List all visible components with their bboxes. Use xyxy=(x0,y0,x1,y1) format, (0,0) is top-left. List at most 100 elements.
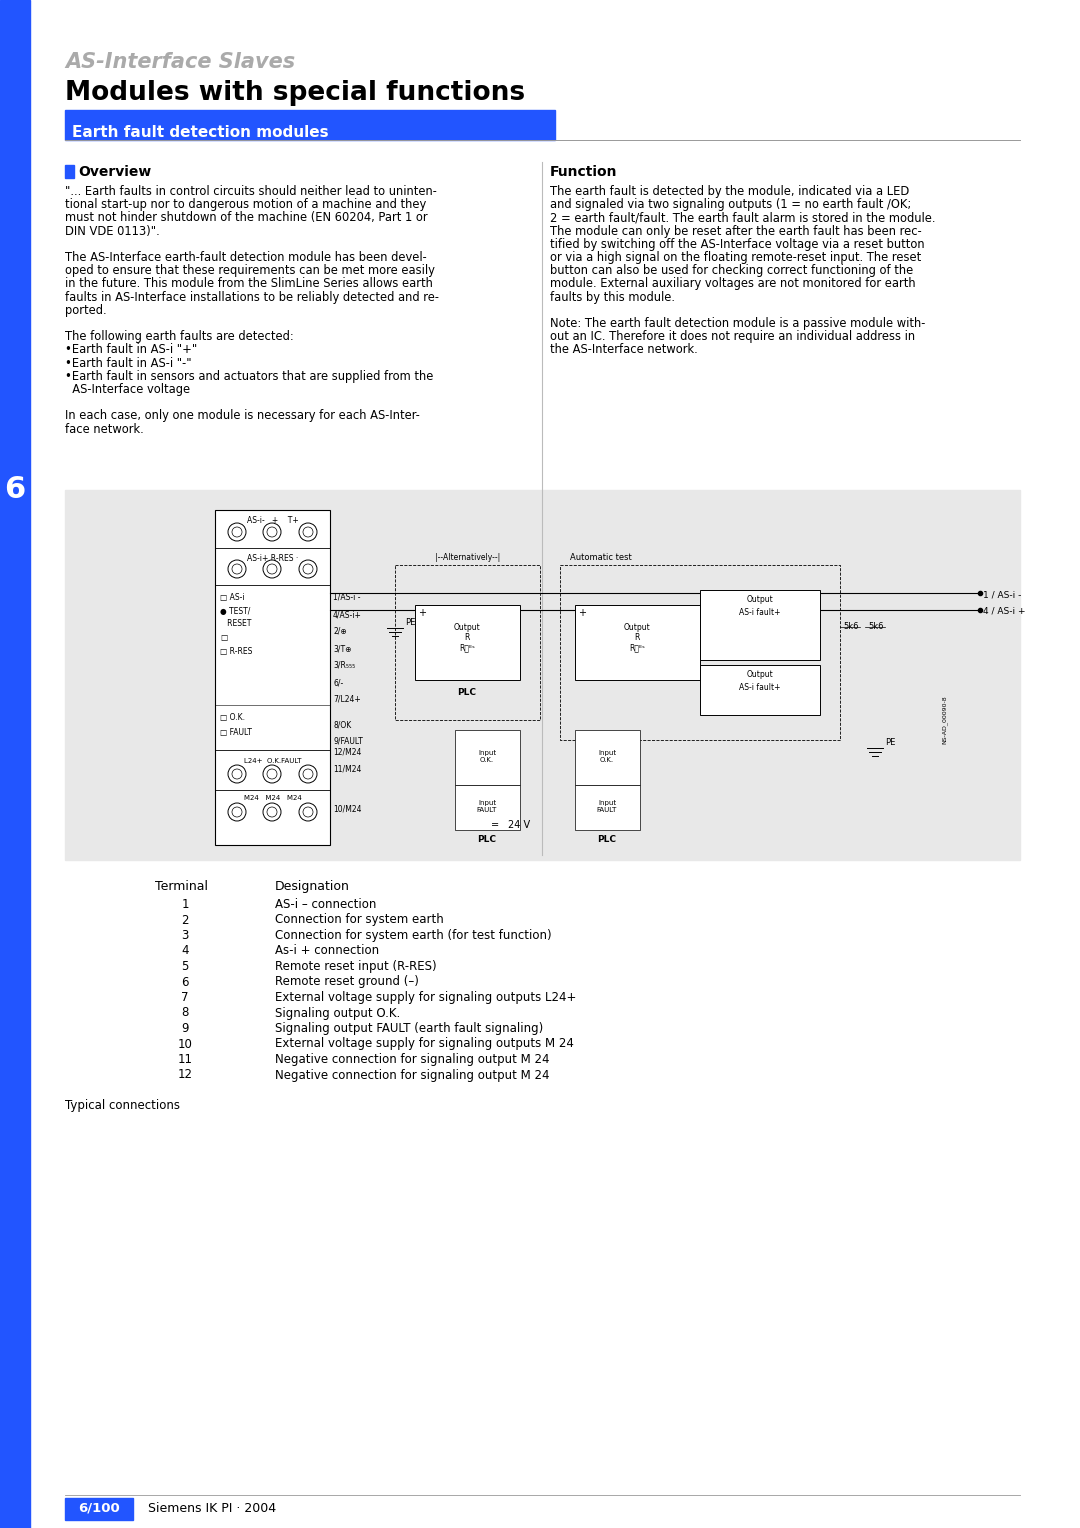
Text: oped to ensure that these requirements can be met more easily: oped to ensure that these requirements c… xyxy=(65,264,435,277)
Text: Siemens IK PI · 2004: Siemens IK PI · 2004 xyxy=(148,1502,276,1514)
Text: PE: PE xyxy=(405,617,416,626)
Text: +: + xyxy=(418,608,426,617)
Text: Modules with special functions: Modules with special functions xyxy=(65,79,525,105)
Circle shape xyxy=(299,559,318,578)
Circle shape xyxy=(264,523,281,541)
Bar xyxy=(65,165,75,177)
Text: Typical connections: Typical connections xyxy=(65,1099,180,1112)
Bar xyxy=(700,590,820,660)
Text: 8/OK: 8/OK xyxy=(333,720,351,729)
Text: ported.: ported. xyxy=(65,304,107,316)
Text: 4 / AS-i +: 4 / AS-i + xyxy=(983,607,1026,616)
Text: Signaling output O.K.: Signaling output O.K. xyxy=(275,1007,401,1019)
Text: 2: 2 xyxy=(181,914,189,926)
Text: RESET: RESET xyxy=(220,619,252,628)
Text: 11: 11 xyxy=(177,1053,192,1067)
Text: 3/T⊕: 3/T⊕ xyxy=(333,643,351,652)
Text: Signaling output FAULT (earth fault signaling): Signaling output FAULT (earth fault sign… xyxy=(275,1022,543,1034)
Text: module. External auxiliary voltages are not monitored for earth: module. External auxiliary voltages are … xyxy=(550,278,916,290)
Circle shape xyxy=(232,769,242,779)
Text: External voltage supply for signaling outputs L24+: External voltage supply for signaling ou… xyxy=(275,992,577,1004)
Text: 3/R₅₅₅: 3/R₅₅₅ xyxy=(333,662,355,669)
Text: 9/FAULT
12/M24: 9/FAULT 12/M24 xyxy=(333,736,363,756)
Text: □: □ xyxy=(220,633,227,642)
Text: PE: PE xyxy=(885,738,895,747)
Text: PLC: PLC xyxy=(597,834,617,843)
Text: Output
R: Output R xyxy=(454,623,481,642)
Text: button can also be used for checking correct functioning of the: button can also be used for checking cor… xyxy=(550,264,914,277)
Text: 6: 6 xyxy=(4,475,26,504)
Bar xyxy=(455,730,519,785)
Circle shape xyxy=(303,769,313,779)
Text: Connection for system earth: Connection for system earth xyxy=(275,914,444,926)
Text: faults in AS-Interface installations to be reliably detected and re-: faults in AS-Interface installations to … xyxy=(65,290,438,304)
Text: 1/AS-i -: 1/AS-i - xyxy=(333,593,361,602)
Text: and signaled via two signaling outputs (1 = no earth fault /OK;: and signaled via two signaling outputs (… xyxy=(550,199,912,211)
Circle shape xyxy=(228,559,246,578)
Bar xyxy=(65,490,1020,860)
Circle shape xyxy=(264,766,281,782)
Text: 5: 5 xyxy=(181,960,189,973)
Text: the AS-Interface network.: the AS-Interface network. xyxy=(550,344,698,356)
Text: in the future. This module from the SlimLine Series allows earth: in the future. This module from the Slim… xyxy=(65,278,433,290)
Circle shape xyxy=(228,523,246,541)
Text: Remote reset input (R-RES): Remote reset input (R-RES) xyxy=(275,960,436,973)
Text: Terminal: Terminal xyxy=(156,880,208,892)
Bar xyxy=(700,665,820,715)
Text: 4/AS-i+: 4/AS-i+ xyxy=(333,610,362,619)
Circle shape xyxy=(267,769,276,779)
Text: 6/-: 6/- xyxy=(333,678,343,688)
Bar xyxy=(415,605,519,680)
Text: +: + xyxy=(578,608,586,617)
Text: The earth fault is detected by the module, indicated via a LED: The earth fault is detected by the modul… xyxy=(550,185,909,199)
Text: |--Alternatively--|: |--Alternatively--| xyxy=(435,553,500,562)
Circle shape xyxy=(267,807,276,817)
Text: AS-i+ R-RES ·: AS-i+ R-RES · xyxy=(247,555,298,562)
Circle shape xyxy=(228,804,246,821)
Circle shape xyxy=(299,804,318,821)
Text: 2 = earth fault/fault. The earth fault alarm is stored in the module.: 2 = earth fault/fault. The earth fault a… xyxy=(550,211,935,225)
Text: Designation: Designation xyxy=(275,880,350,892)
Text: •Earth fault in AS-i "-": •Earth fault in AS-i "-" xyxy=(65,356,191,370)
Circle shape xyxy=(264,559,281,578)
Text: □ O.K.: □ O.K. xyxy=(220,714,245,723)
Text: out an IC. Therefore it does not require an individual address in: out an IC. Therefore it does not require… xyxy=(550,330,915,344)
Bar xyxy=(575,730,640,785)
Circle shape xyxy=(228,766,246,782)
Text: M24   M24   M24: M24 M24 M24 xyxy=(244,795,301,801)
Text: Input
FAULT: Input FAULT xyxy=(476,801,497,813)
Text: 8: 8 xyxy=(181,1007,189,1019)
Circle shape xyxy=(267,564,276,575)
Text: 7/L24+: 7/L24+ xyxy=(333,695,361,704)
Text: PLC: PLC xyxy=(458,688,476,697)
Bar xyxy=(455,785,519,830)
Bar xyxy=(575,605,700,680)
Text: 11/M24: 11/M24 xyxy=(333,766,362,775)
Text: tional start-up nor to dangerous motion of a machine and they: tional start-up nor to dangerous motion … xyxy=(65,199,427,211)
Text: As-i + connection: As-i + connection xyxy=(275,944,379,958)
Text: 5k6: 5k6 xyxy=(843,622,859,631)
Text: 1: 1 xyxy=(181,898,189,911)
Text: 9: 9 xyxy=(181,1022,189,1034)
Circle shape xyxy=(232,564,242,575)
Text: The module can only be reset after the earth fault has been rec-: The module can only be reset after the e… xyxy=(550,225,921,237)
Text: Input
FAULT: Input FAULT xyxy=(597,801,617,813)
Text: Output: Output xyxy=(746,669,773,678)
Bar xyxy=(65,1497,133,1520)
Text: Rᴯᴱˢ: Rᴯᴱˢ xyxy=(629,643,645,652)
Text: 6: 6 xyxy=(181,975,189,989)
Text: Remote reset ground (–): Remote reset ground (–) xyxy=(275,975,419,989)
Circle shape xyxy=(264,804,281,821)
Text: Automatic test: Automatic test xyxy=(570,553,632,562)
Text: NS-AD_00090-8: NS-AD_00090-8 xyxy=(942,695,948,744)
Text: Output
R: Output R xyxy=(623,623,650,642)
Text: •Earth fault in AS-i "+": •Earth fault in AS-i "+" xyxy=(65,344,198,356)
Text: ● TEST/: ● TEST/ xyxy=(220,607,251,616)
Bar xyxy=(215,510,330,845)
Text: The following earth faults are detected:: The following earth faults are detected: xyxy=(65,330,294,344)
Text: faults by this module.: faults by this module. xyxy=(550,290,675,304)
Text: face network.: face network. xyxy=(65,423,144,435)
Text: AS-Interface Slaves: AS-Interface Slaves xyxy=(65,52,295,72)
Text: The AS-Interface earth-fault detection module has been devel-: The AS-Interface earth-fault detection m… xyxy=(65,251,427,264)
Text: Earth fault detection modules: Earth fault detection modules xyxy=(72,125,328,141)
